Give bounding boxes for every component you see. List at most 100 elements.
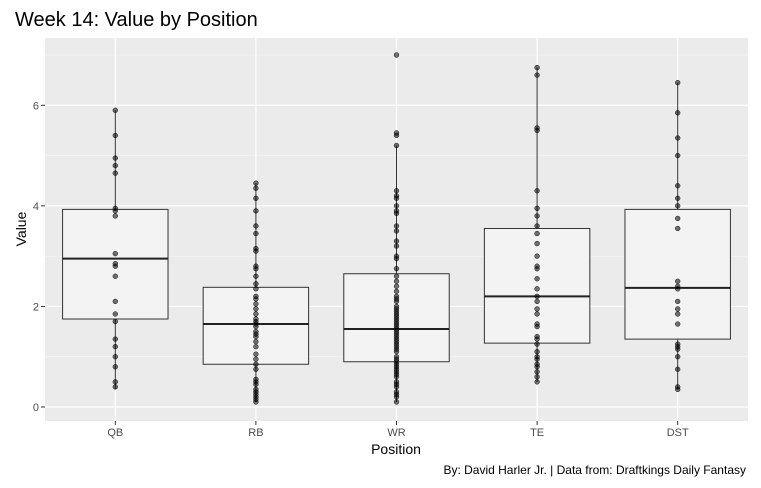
data-point-te <box>534 306 540 312</box>
data-point-rb <box>253 248 259 254</box>
data-point-te <box>534 230 540 237</box>
data-point-dst <box>675 354 681 360</box>
data-point-dst <box>675 80 681 86</box>
data-point-dst <box>675 321 681 327</box>
data-point-rb <box>253 366 259 372</box>
data-point-dst <box>675 346 681 352</box>
x-tick-label: TE <box>530 427 544 439</box>
data-point-wr <box>393 283 400 289</box>
data-point-te <box>534 127 540 134</box>
data-point-qb <box>112 132 118 139</box>
data-point-rb <box>253 208 259 214</box>
data-point-te <box>534 213 540 219</box>
data-point-dst <box>675 152 681 159</box>
data-point-te <box>534 379 540 385</box>
x-axis: QB RB WR TE DST <box>107 421 689 439</box>
data-point-rb <box>253 296 259 302</box>
data-point-rb <box>253 223 259 229</box>
data-point-te <box>534 323 540 330</box>
data-point-wr <box>393 132 400 139</box>
data-point-te <box>534 311 540 317</box>
data-point-te <box>534 364 540 370</box>
data-point-qb <box>112 364 118 370</box>
data-point-wr <box>393 349 400 355</box>
y-tick-label: 4 <box>33 201 39 213</box>
y-tick-label: 0 <box>33 402 39 414</box>
x-tick-label: WR <box>387 427 405 439</box>
data-point-wr <box>393 223 400 229</box>
data-point-te <box>534 293 540 300</box>
data-point-dst <box>675 366 681 372</box>
data-point-wr <box>393 195 400 201</box>
data-point-rb <box>253 381 259 388</box>
data-point-te <box>534 374 540 380</box>
chart-title: Week 14: Value by Position <box>15 9 258 31</box>
data-point-dst <box>675 110 681 116</box>
data-point-qb <box>112 311 118 317</box>
data-point-wr <box>393 266 400 272</box>
data-point-rb <box>253 230 259 237</box>
data-point-wr <box>393 238 400 244</box>
data-point-te <box>534 356 540 362</box>
data-point-wr <box>393 142 400 149</box>
data-point-qb <box>112 107 118 113</box>
data-point-dst <box>675 298 681 305</box>
data-point-qb <box>112 155 118 161</box>
data-point-dst <box>675 215 681 222</box>
y-axis: 0 2 4 6 <box>33 100 45 414</box>
data-point-rb <box>253 301 259 307</box>
data-point-rb <box>253 361 259 367</box>
data-point-rb <box>253 344 259 350</box>
data-point-wr <box>393 210 400 217</box>
data-point-wr <box>393 52 400 58</box>
x-tick-label: RB <box>248 427 263 439</box>
data-point-qb <box>112 354 118 360</box>
data-point-rb <box>253 195 259 201</box>
data-point-te <box>534 369 540 375</box>
data-point-qb <box>112 213 118 219</box>
points-layer <box>112 52 681 405</box>
data-point-wr <box>393 374 400 380</box>
data-point-wr <box>393 203 400 209</box>
data-point-te <box>534 72 540 78</box>
boxes-layer <box>62 67 731 402</box>
data-point-dst <box>675 278 681 284</box>
y-tick-label: 2 <box>33 301 39 313</box>
data-point-rb <box>253 306 259 312</box>
data-point-dst <box>675 203 681 209</box>
data-point-te <box>534 349 540 355</box>
data-point-rb <box>253 311 259 317</box>
data-point-qb <box>112 250 118 257</box>
data-point-wr <box>393 288 400 294</box>
data-point-rb <box>253 333 259 340</box>
data-point-rb <box>253 286 259 292</box>
data-point-dst <box>675 286 681 292</box>
data-point-rb <box>253 399 259 405</box>
data-point-wr <box>393 256 400 262</box>
data-point-te <box>534 253 540 259</box>
data-point-qb <box>112 336 118 342</box>
data-point-wr <box>393 384 400 390</box>
data-point-rb <box>253 338 259 345</box>
data-point-te <box>534 336 540 342</box>
data-point-dst <box>675 195 681 201</box>
data-point-dst <box>675 183 681 189</box>
data-point-te <box>534 276 540 282</box>
data-point-rb <box>253 356 259 362</box>
data-point-rb <box>253 266 259 272</box>
data-point-rb <box>253 180 259 186</box>
data-point-wr <box>393 278 400 284</box>
data-point-rb <box>253 351 259 357</box>
data-point-wr <box>393 273 400 279</box>
data-point-qb <box>112 170 118 176</box>
y-tick-label: 6 <box>33 100 39 112</box>
data-point-wr <box>393 228 400 234</box>
data-point-te <box>534 188 540 194</box>
data-point-te <box>534 240 540 247</box>
data-point-qb <box>112 318 118 325</box>
data-point-te <box>534 64 540 71</box>
x-tick-label: QB <box>107 427 123 439</box>
data-point-te <box>534 341 540 347</box>
data-point-qb <box>112 379 118 385</box>
y-axis-title: Value <box>13 211 29 246</box>
